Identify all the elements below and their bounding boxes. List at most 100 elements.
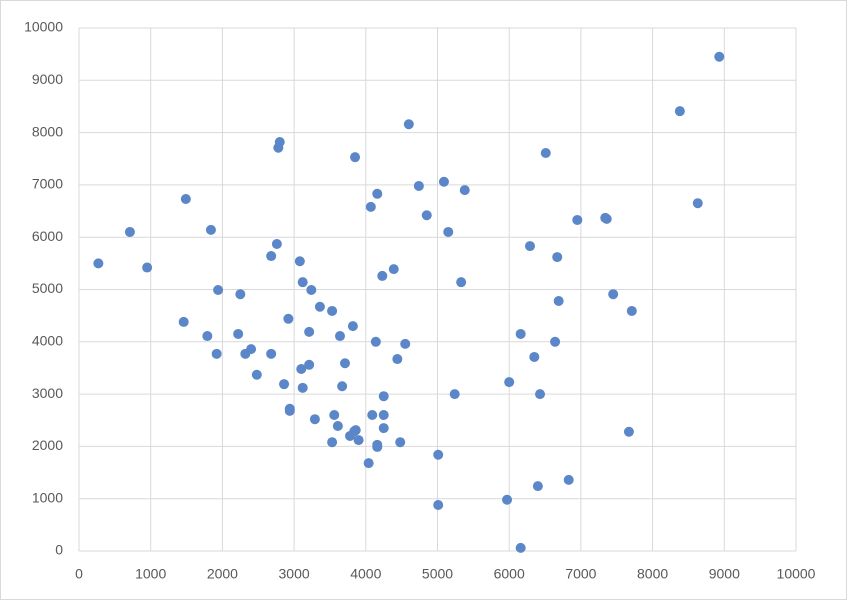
point: [304, 359, 315, 370]
point: [347, 321, 358, 332]
point: [535, 389, 546, 400]
point: [211, 348, 222, 359]
point: [372, 441, 383, 452]
point: [370, 336, 381, 347]
point: [692, 198, 703, 209]
point: [297, 277, 308, 288]
x-tick-label: 10000: [777, 566, 816, 582]
point: [365, 201, 376, 212]
point: [340, 358, 351, 369]
point: [367, 410, 378, 421]
point: [327, 437, 338, 448]
x-tick-label: 4000: [350, 566, 381, 582]
x-tick-label: 7000: [565, 566, 596, 582]
y-tick-label: 8000: [32, 123, 63, 139]
point: [327, 305, 338, 316]
point: [363, 458, 374, 469]
point: [433, 449, 444, 460]
point: [235, 289, 246, 300]
point: [550, 336, 561, 347]
point: [553, 296, 564, 307]
point: [329, 410, 340, 421]
point: [540, 147, 551, 158]
point: [306, 285, 317, 296]
point: [271, 238, 282, 249]
point: [400, 338, 411, 349]
point: [515, 542, 526, 553]
x-tick-label: 9000: [709, 566, 740, 582]
point: [279, 379, 290, 390]
y-tick-label: 9000: [32, 71, 63, 87]
point: [309, 414, 320, 425]
point: [337, 381, 348, 392]
point: [332, 421, 343, 432]
y-tick-label: 1000: [32, 489, 63, 505]
y-tick-label: 10000: [24, 19, 63, 35]
point: [178, 316, 189, 327]
point: [314, 301, 325, 312]
point: [395, 437, 406, 448]
point: [504, 377, 515, 388]
point: [413, 180, 424, 191]
x-tick-label: 0: [75, 566, 83, 582]
point: [456, 277, 467, 288]
point: [608, 289, 619, 300]
point: [388, 264, 399, 275]
point: [552, 252, 563, 263]
point: [297, 382, 308, 393]
point: [714, 51, 725, 62]
x-tick-label: 2000: [207, 566, 238, 582]
point: [532, 481, 543, 492]
point: [572, 214, 583, 225]
point: [142, 262, 153, 273]
point: [353, 435, 364, 446]
point: [180, 194, 191, 205]
point: [266, 348, 277, 359]
point: [372, 188, 383, 199]
point: [202, 331, 213, 342]
point: [378, 423, 389, 434]
y-tick-label: 5000: [32, 280, 63, 296]
point: [283, 313, 294, 324]
point: [403, 119, 414, 130]
point: [296, 363, 307, 374]
point: [350, 425, 361, 436]
y-tick-label: 3000: [32, 385, 63, 401]
point: [623, 426, 634, 437]
y-tick-label: 6000: [32, 228, 63, 244]
point: [529, 351, 540, 362]
point: [515, 328, 526, 339]
point: [502, 494, 513, 505]
point: [246, 344, 257, 355]
point: [93, 258, 104, 269]
point: [294, 256, 305, 267]
x-tick-label: 6000: [494, 566, 525, 582]
point: [350, 152, 361, 163]
point: [524, 241, 535, 252]
y-tick-label: 7000: [32, 176, 63, 192]
point: [213, 285, 224, 296]
point: [233, 328, 244, 339]
point: [563, 474, 574, 485]
point: [377, 270, 388, 281]
point: [378, 410, 389, 421]
point: [438, 176, 449, 187]
point: [421, 210, 432, 221]
y-tick-label: 0: [55, 542, 63, 558]
y-tick-label: 4000: [32, 333, 63, 349]
point: [304, 326, 315, 337]
x-tick-label: 5000: [422, 566, 453, 582]
point: [266, 251, 277, 262]
point: [433, 499, 444, 510]
y-tick-label: 2000: [32, 437, 63, 453]
point: [459, 185, 470, 196]
point: [443, 226, 454, 237]
point: [205, 224, 216, 235]
point: [251, 369, 262, 380]
x-tick-label: 8000: [637, 566, 668, 582]
point: [601, 213, 612, 224]
point: [334, 331, 345, 342]
point: [449, 389, 460, 400]
